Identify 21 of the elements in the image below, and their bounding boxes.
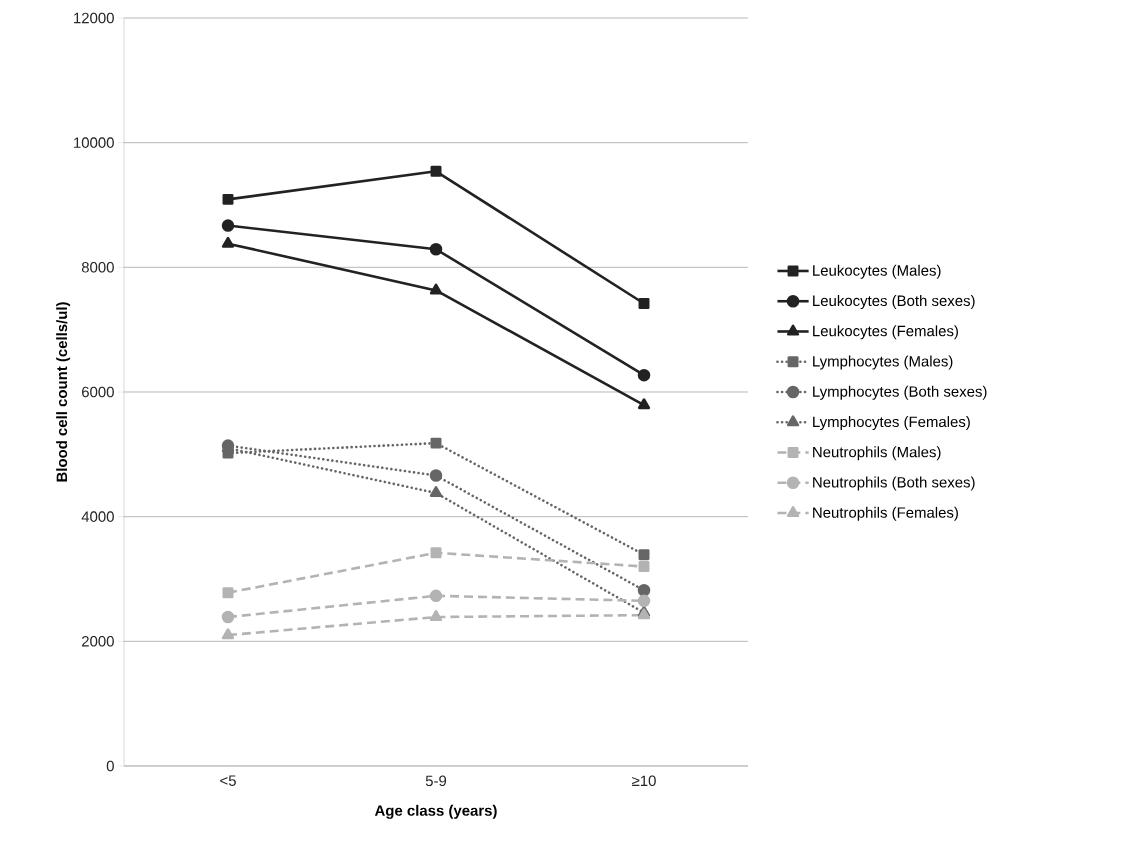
y-tick-label: 0 [106, 760, 114, 772]
legend-label: Neutrophils (Females) [813, 506, 958, 521]
x-axis-title: Age class (years) [374, 804, 497, 819]
legend-label: Lymphocytes (Males) [813, 355, 953, 370]
y-tick-label: 12000 [74, 12, 114, 24]
legend-label: Lymphocytes (Females) [813, 416, 970, 431]
y-tick-label: 4000 [81, 511, 114, 522]
y-tick-label: 2000 [82, 636, 114, 647]
legend-label: Neutrophils (Both sexes) [813, 476, 975, 491]
legend-label: Leukocytes (Both sexes) [813, 295, 975, 309]
x-tick-label: <5 [220, 775, 236, 786]
legend-label: Leukocytes (Females) [813, 325, 958, 340]
y-tick-label: 6000 [82, 386, 114, 398]
x-tick-label: 5-9 [425, 775, 447, 787]
legend-label: Lymphocytes (Both sexes) [813, 385, 987, 400]
y-tick-label: 8000 [81, 262, 114, 273]
legend-label: Leukocytes (Males) [813, 264, 941, 279]
legend-label: Neutrophils (Males) [813, 446, 941, 461]
y-axis-title: Blood cell count (cells/ul) [56, 302, 71, 482]
y-tick-label: 10000 [74, 137, 114, 148]
x-tick-label: ≥10 [632, 775, 656, 787]
